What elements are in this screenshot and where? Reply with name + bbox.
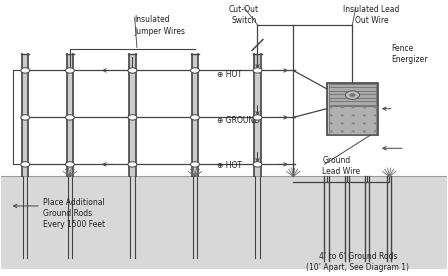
Circle shape — [362, 114, 366, 116]
Bar — [67, 54, 73, 176]
Circle shape — [190, 162, 199, 167]
Circle shape — [253, 162, 262, 167]
Bar — [328, 106, 376, 134]
Circle shape — [352, 122, 355, 124]
Circle shape — [362, 122, 366, 124]
Text: ⊕ HOT: ⊕ HOT — [217, 70, 242, 79]
Circle shape — [374, 130, 377, 132]
Circle shape — [190, 115, 199, 120]
Circle shape — [65, 162, 74, 167]
Circle shape — [329, 106, 333, 108]
Circle shape — [253, 115, 262, 120]
Circle shape — [340, 130, 344, 132]
Circle shape — [253, 68, 262, 73]
Bar — [254, 54, 261, 176]
Bar — [192, 54, 198, 176]
Circle shape — [349, 93, 356, 97]
Circle shape — [128, 68, 137, 73]
Bar — [22, 54, 28, 176]
Circle shape — [352, 130, 355, 132]
Circle shape — [352, 114, 355, 116]
Circle shape — [374, 114, 377, 116]
Circle shape — [340, 114, 344, 116]
Bar — [1, 176, 447, 269]
Text: ⊕ GROUND: ⊕ GROUND — [217, 116, 260, 124]
Circle shape — [128, 115, 137, 120]
Text: Ground
Lead Wire: Ground Lead Wire — [322, 156, 360, 176]
Circle shape — [329, 130, 333, 132]
Circle shape — [374, 106, 377, 108]
Circle shape — [65, 68, 74, 73]
Circle shape — [128, 162, 137, 167]
Bar — [327, 83, 378, 135]
Text: Cut-Out
Switch: Cut-Out Switch — [229, 5, 259, 25]
Circle shape — [65, 115, 74, 120]
Circle shape — [190, 68, 199, 73]
Text: ⊕ HOT: ⊕ HOT — [217, 161, 242, 170]
Circle shape — [374, 122, 377, 124]
Text: Fence
Energizer: Fence Energizer — [392, 44, 428, 64]
Circle shape — [329, 114, 333, 116]
Circle shape — [340, 122, 344, 124]
Text: 4’ to 6’ Ground Rods
(10’ Apart, See Diagram 1): 4’ to 6’ Ground Rods (10’ Apart, See Dia… — [306, 252, 409, 272]
Circle shape — [362, 106, 366, 108]
Circle shape — [352, 106, 355, 108]
Circle shape — [340, 106, 344, 108]
Circle shape — [329, 122, 333, 124]
Bar — [129, 54, 136, 176]
Circle shape — [21, 162, 30, 167]
Text: Insulated
Jumper Wires: Insulated Jumper Wires — [135, 15, 185, 36]
Circle shape — [362, 130, 366, 132]
Text: Place Additional
Ground Rods
Every 1500 Feet: Place Additional Ground Rods Every 1500 … — [43, 198, 105, 229]
Text: Insulated Lead
Out Wire: Insulated Lead Out Wire — [343, 5, 400, 25]
Circle shape — [345, 91, 360, 99]
Circle shape — [21, 115, 30, 120]
Circle shape — [21, 68, 30, 73]
Bar — [328, 84, 376, 106]
